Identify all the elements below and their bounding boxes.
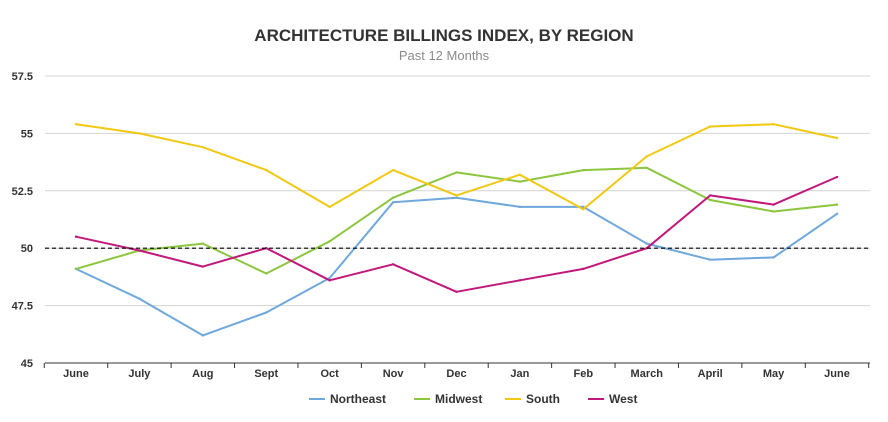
data-point bbox=[518, 180, 522, 183]
x-tick-label: April bbox=[698, 368, 723, 380]
x-tick-label: May bbox=[763, 368, 785, 380]
x-tick-label: Sept bbox=[254, 368, 278, 380]
data-point bbox=[201, 242, 205, 245]
chart-subtitle: Past 12 Months bbox=[398, 48, 490, 63]
y-tick-label: 50 bbox=[21, 243, 33, 255]
data-point bbox=[455, 196, 458, 199]
legend-label: South bbox=[526, 392, 560, 406]
data-point bbox=[772, 123, 775, 126]
y-tick-label: 45 bbox=[21, 358, 33, 370]
data-point bbox=[455, 171, 458, 174]
data-point bbox=[455, 290, 458, 294]
data-point bbox=[835, 136, 839, 140]
data-point bbox=[201, 145, 205, 149]
data-point bbox=[328, 276, 331, 280]
data-point bbox=[138, 249, 141, 252]
x-tick-label: Feb bbox=[574, 368, 594, 380]
data-point bbox=[645, 166, 648, 170]
legend-label: Northeast bbox=[330, 392, 386, 406]
x-tick-label: Aug bbox=[192, 368, 213, 380]
data-point bbox=[708, 125, 712, 128]
x-tick-label: Nov bbox=[383, 368, 405, 380]
y-tick-label: 55 bbox=[21, 128, 33, 140]
data-point bbox=[391, 201, 395, 204]
data-point bbox=[328, 240, 331, 243]
x-tick-label: Oct bbox=[320, 368, 339, 380]
data-point bbox=[518, 205, 522, 209]
data-point bbox=[518, 279, 522, 282]
x-tick-label: June bbox=[824, 368, 850, 380]
data-point bbox=[328, 205, 331, 209]
series-line-northeast bbox=[75, 196, 838, 337]
x-tick-label: March bbox=[631, 368, 664, 380]
data-point bbox=[138, 297, 141, 300]
data-point bbox=[201, 334, 205, 337]
y-tick-label: 52.5 bbox=[12, 186, 33, 198]
x-tick-label: July bbox=[128, 368, 151, 380]
data-point bbox=[645, 155, 648, 158]
data-point bbox=[772, 203, 775, 206]
data-point bbox=[265, 272, 268, 275]
data-point bbox=[582, 168, 585, 172]
data-point bbox=[835, 212, 839, 215]
data-point bbox=[582, 207, 585, 211]
data-point bbox=[328, 279, 331, 282]
data-point bbox=[74, 267, 78, 271]
y-tick-label: 57.5 bbox=[12, 71, 33, 83]
data-point bbox=[455, 194, 458, 197]
data-point bbox=[391, 196, 395, 199]
data-point bbox=[391, 263, 395, 266]
data-point bbox=[74, 235, 78, 238]
data-point bbox=[772, 256, 775, 259]
data-point bbox=[74, 123, 78, 126]
data-point bbox=[708, 194, 712, 197]
data-point bbox=[772, 210, 775, 213]
data-point bbox=[391, 168, 395, 172]
x-tick-label: Jan bbox=[510, 368, 529, 380]
chart-title: ARCHITECTURE BILLINGS INDEX, BY REGION bbox=[254, 26, 634, 45]
legend-label: West bbox=[609, 392, 637, 406]
data-point bbox=[138, 132, 141, 135]
data-point bbox=[201, 265, 205, 268]
data-point bbox=[645, 242, 648, 245]
data-point bbox=[835, 175, 839, 179]
legend-label: Midwest bbox=[435, 392, 482, 406]
data-point bbox=[582, 267, 585, 271]
x-tick-label: Dec bbox=[446, 368, 466, 380]
data-point bbox=[265, 311, 268, 314]
data-point bbox=[265, 168, 268, 172]
data-point bbox=[708, 258, 712, 261]
data-point bbox=[835, 203, 839, 206]
data-point bbox=[518, 173, 522, 176]
x-tick-label: June bbox=[63, 368, 89, 380]
series-line-midwest bbox=[75, 166, 838, 275]
y-tick-label: 47.5 bbox=[12, 301, 33, 313]
data-point bbox=[708, 198, 712, 202]
